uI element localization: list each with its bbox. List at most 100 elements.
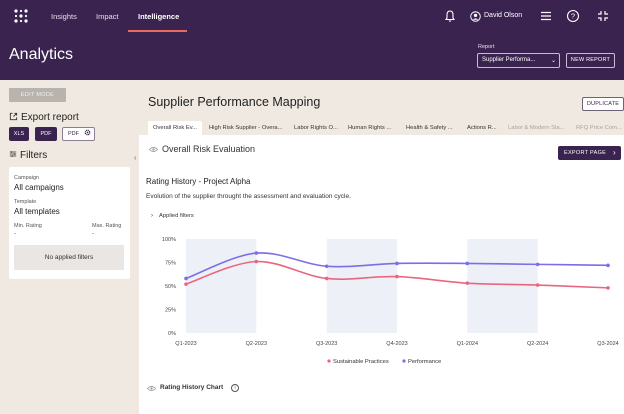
data-point xyxy=(324,264,329,269)
chevron-right-icon: › xyxy=(613,148,616,157)
applied-filters-toggle[interactable]: › Applied filters xyxy=(151,213,194,219)
filters-label: Filters xyxy=(20,150,48,161)
filters-card: Campaign All campaigns Template All temp… xyxy=(9,167,130,279)
x-tick-label: Q1-2023 xyxy=(175,341,196,347)
legend-marker xyxy=(327,359,331,363)
nav-intelligence[interactable]: Intelligence xyxy=(138,12,180,21)
gear-icon xyxy=(84,129,90,136)
nav-impact[interactable]: Impact xyxy=(96,12,119,21)
new-report-button[interactable]: NEW REPORT xyxy=(566,53,615,68)
info-icon[interactable]: i xyxy=(231,384,239,392)
logo-icon[interactable] xyxy=(14,9,28,23)
export-icon xyxy=(9,112,18,121)
y-tick-label: 0% xyxy=(168,331,176,337)
eye-icon[interactable] xyxy=(149,146,158,153)
help-icon[interactable]: ? xyxy=(566,9,580,23)
rating-history-chart-title: Rating History Chart xyxy=(160,384,224,391)
campaign-value[interactable]: All campaigns xyxy=(14,183,64,192)
x-tick-label: Q4-2023 xyxy=(386,341,407,347)
data-point xyxy=(254,259,259,264)
data-point xyxy=(324,276,329,281)
tab-rfq-price[interactable]: RFQ Price Com... xyxy=(576,125,622,131)
edit-mode-button[interactable]: EDIT MODE xyxy=(9,88,66,102)
min-rating-value[interactable]: - xyxy=(14,231,16,237)
rating-history-line-chart: 0% 25% 50% 75% 100% Q1-2023 Q2-2023 Q3-2023 Q4-2… xyxy=(162,237,619,365)
max-rating-label: Max. Rating xyxy=(92,223,122,229)
data-point xyxy=(184,282,188,286)
report-title: Supplier Performance Mapping xyxy=(148,95,321,109)
collapse-screen-icon[interactable] xyxy=(596,9,610,23)
data-point xyxy=(254,251,259,255)
duplicate-button[interactable]: DUPLICATE xyxy=(582,97,624,111)
x-tick-label: Q2-2023 xyxy=(246,341,267,347)
x-tick-label: Q3-2024 xyxy=(597,341,618,347)
report-select[interactable]: Supplier Performa... ⌄ xyxy=(477,53,560,68)
legend-marker xyxy=(402,359,406,363)
y-tick-label: 25% xyxy=(165,308,176,314)
y-tick-label: 100% xyxy=(162,237,176,243)
page-title: Analytics xyxy=(9,46,74,63)
campaign-label: Campaign xyxy=(14,175,40,181)
y-tick-label: 75% xyxy=(165,261,176,267)
max-rating-value[interactable]: - xyxy=(92,231,94,237)
report-select-value: Supplier Performa... xyxy=(482,57,536,63)
export-page-button[interactable]: EXPORT PAGE › xyxy=(558,146,621,160)
export-xls-button[interactable]: XLS xyxy=(9,127,29,141)
x-tick-label: Q3-2023 xyxy=(316,341,337,347)
export-pdf-button[interactable]: PDF xyxy=(35,127,57,141)
tab-actions[interactable]: Actions R... xyxy=(467,125,497,131)
chart-band xyxy=(186,239,257,333)
legend-label: Performance xyxy=(408,359,441,365)
eye-icon[interactable] xyxy=(147,385,156,392)
export-report-label: Export report xyxy=(21,112,79,123)
data-point xyxy=(465,261,470,266)
tab-human-rights[interactable]: Human Rights ... xyxy=(348,125,392,131)
menu-icon[interactable] xyxy=(539,9,553,23)
data-point xyxy=(184,276,188,281)
collapse-sidebar-chevron-icon[interactable]: ‹ xyxy=(134,155,137,162)
tab-high-risk-supplier[interactable]: High Risk Supplier - Overa... xyxy=(209,125,283,131)
export-page-label: EXPORT PAGE xyxy=(564,150,607,156)
tab-labor-rights[interactable]: Labor Rights O... xyxy=(294,125,338,131)
section-title: Overall Risk Evaluation xyxy=(162,144,256,154)
page-header: Analytics Report Supplier Performa... ⌄ … xyxy=(0,33,624,80)
chart-band xyxy=(467,239,538,333)
active-nav-indicator xyxy=(128,30,187,32)
pdf-settings-label: PDF xyxy=(68,131,79,137)
legend-label: Sustainable Practices xyxy=(333,359,389,365)
chevron-down-icon: ⌄ xyxy=(550,58,556,64)
chart-band xyxy=(326,239,397,333)
no-applied-filters: No applied filters xyxy=(14,245,124,270)
tab-overall-risk[interactable]: Overall Risk Ev... xyxy=(148,121,202,135)
user-name[interactable]: David Olson xyxy=(484,12,523,19)
rating-history-description: Evolution of the supplier throught the a… xyxy=(146,193,351,200)
tab-health-safety[interactable]: Health & Safety ... xyxy=(406,125,453,131)
report-tabs: Overall Risk Ev... High Risk Supplier - … xyxy=(148,121,624,135)
export-pdf-settings-button[interactable]: PDF xyxy=(62,127,95,141)
data-point xyxy=(606,263,610,268)
data-point xyxy=(395,261,399,266)
x-tick-label: Q2-2024 xyxy=(527,341,548,347)
report-content-card: Overall Risk Evaluation EXPORT PAGE › Ra… xyxy=(139,135,624,414)
nav-insights[interactable]: Insights xyxy=(51,12,77,21)
y-tick-label: 50% xyxy=(165,284,176,290)
svg-text:?: ? xyxy=(571,12,575,21)
filters-heading: Filters xyxy=(9,150,47,161)
tab-labor-modern-slavery[interactable]: Labor & Modern Sla... xyxy=(508,125,565,131)
bell-icon[interactable] xyxy=(443,9,457,23)
min-rating-label: Min. Rating xyxy=(14,223,42,229)
data-point xyxy=(465,281,470,285)
template-label: Template xyxy=(14,199,37,205)
template-value[interactable]: All templates xyxy=(14,207,60,216)
data-point xyxy=(395,274,399,279)
applied-filters-label: Applied filters xyxy=(159,213,194,219)
chevron-right-icon: › xyxy=(151,213,153,219)
sliders-icon xyxy=(9,151,17,157)
export-report-heading: Export report xyxy=(9,112,79,123)
rating-history-title: Rating History - Project Alpha xyxy=(146,177,251,186)
data-point xyxy=(535,283,540,287)
avatar[interactable] xyxy=(470,11,481,22)
report-label: Report xyxy=(478,44,495,50)
data-point xyxy=(606,286,610,290)
x-tick-label: Q1-2024 xyxy=(457,341,478,347)
